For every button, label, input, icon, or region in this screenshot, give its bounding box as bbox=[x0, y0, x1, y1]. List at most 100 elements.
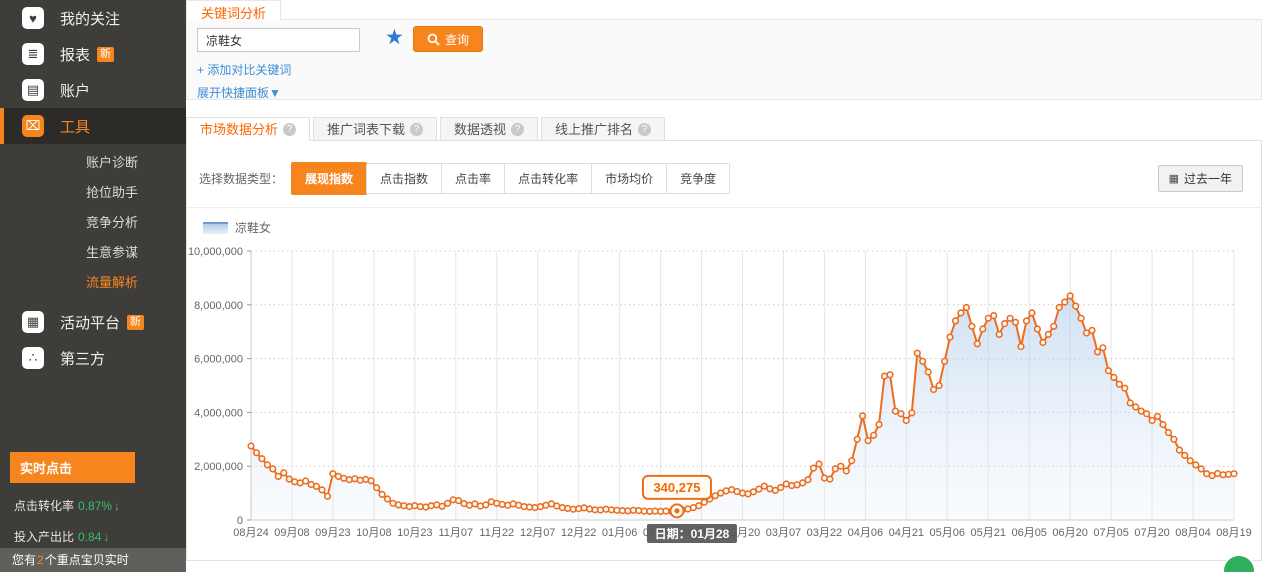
sidebar-tool-subitems: 账户诊断抢位助手竞争分析生意参谋流量解析 bbox=[0, 144, 186, 304]
gift-icon: ▦ bbox=[22, 311, 44, 333]
data-type-row: 选择数据类型： 展现指数 点击指数 点击率 点击转化率 市场均价 竞争度 bbox=[199, 162, 731, 195]
svg-text:08月24: 08月24 bbox=[233, 527, 268, 539]
sidebar-subitem-3[interactable]: 生意参谋 bbox=[86, 245, 139, 260]
help-question-icon[interactable]: ? bbox=[283, 122, 297, 136]
sidebar-item-1[interactable]: ≣ 报表新 bbox=[0, 36, 186, 72]
data-type-button-3[interactable]: 点击转化率 bbox=[504, 164, 592, 193]
metric-label: 投入产出比 bbox=[14, 530, 75, 544]
sidebar-item-4[interactable]: ▦ 活动平台新 bbox=[0, 304, 186, 340]
data-type-button-0[interactable]: 展现指数 bbox=[291, 162, 368, 195]
help-question-icon[interactable]: ? bbox=[638, 122, 652, 136]
sidebar-item-label: 我的关注 bbox=[60, 10, 121, 28]
analysis-panel: 选择数据类型： 展现指数 点击指数 点击率 点击转化率 市场均价 竞争度 ▦ 过去一年 凉… bbox=[186, 140, 1262, 561]
svg-text:日期：01月28: 日期：01月28 bbox=[655, 526, 730, 541]
svg-text:07月20: 07月20 bbox=[1134, 527, 1169, 539]
svg-text:04月06: 04月06 bbox=[848, 527, 883, 539]
help-question-icon[interactable]: ? bbox=[511, 122, 525, 136]
add-compare-keyword-link[interactable]: + 添加对比关键词 bbox=[197, 63, 292, 77]
query-button-label: 查询 bbox=[445, 32, 470, 47]
search-icon bbox=[427, 33, 440, 46]
tab-1-inactive[interactable]: 推广词表下载? bbox=[313, 117, 438, 141]
svg-text:06月05: 06月05 bbox=[1011, 527, 1046, 539]
realtime-metrics: 点击转化率 0.87% ↓ 投入产出比 0.84 ↓ bbox=[10, 497, 178, 545]
realtime-box-title: 实时点击 bbox=[10, 452, 135, 483]
tab-label: 线上推广排名 bbox=[555, 121, 634, 137]
data-type-label: 选择数据类型： bbox=[199, 172, 284, 186]
svg-text:04月21: 04月21 bbox=[889, 527, 924, 539]
new-badge: 新 bbox=[127, 314, 145, 330]
market-trend-chart[interactable]: 0 2,000,000 4,000,000 6,000,000 8,000,000 10,… bbox=[187, 243, 1257, 555]
sidebar-item-label: 工具 bbox=[60, 118, 91, 136]
sidebar: ♥ 我的关注 ≣ 报表新 ▤ 账户 ⌧ 工具 账户诊断抢位助手竞争分析生意参谋流量解析 ▦ 活动… bbox=[0, 0, 186, 572]
sidebar-subitem-2[interactable]: 竞争分析 bbox=[86, 215, 139, 230]
data-type-button-1[interactable]: 点击指数 bbox=[366, 164, 442, 193]
tab-label: 市场数据分析 bbox=[200, 121, 279, 137]
sidebar-item-2[interactable]: ▤ 账户 bbox=[0, 72, 186, 108]
svg-text:340,275: 340,275 bbox=[653, 480, 700, 495]
svg-text:09月23: 09月23 bbox=[315, 527, 350, 539]
chart-legend: 凉鞋女 bbox=[203, 219, 271, 236]
metric-value: 0.84 bbox=[78, 530, 102, 544]
svg-text:03月22: 03月22 bbox=[807, 527, 842, 539]
notice-count: 2 bbox=[37, 553, 44, 567]
svg-text:8,000,000: 8,000,000 bbox=[194, 300, 243, 312]
sidebar-item-3[interactable]: ⌧ 工具 bbox=[0, 108, 186, 144]
tab-0-active[interactable]: 市场数据分析? bbox=[186, 117, 311, 141]
svg-text:05月06: 05月06 bbox=[930, 527, 965, 539]
data-type-button-2[interactable]: 点击率 bbox=[441, 164, 505, 193]
report-icon: ≣ bbox=[22, 43, 44, 65]
tab-3-inactive[interactable]: 线上推广排名? bbox=[541, 117, 666, 141]
keyword-input[interactable] bbox=[197, 28, 360, 52]
svg-text:11月07: 11月07 bbox=[438, 527, 473, 539]
svg-text:10,000,000: 10,000,000 bbox=[188, 246, 243, 258]
svg-text:07月05: 07月05 bbox=[1093, 527, 1128, 539]
trend-down-icon: ↓ bbox=[103, 530, 110, 544]
svg-text:03月07: 03月07 bbox=[766, 527, 801, 539]
tab-2-inactive[interactable]: 数据透视? bbox=[440, 117, 539, 141]
svg-text:08月04: 08月04 bbox=[1175, 527, 1210, 539]
calendar-icon: ▦ bbox=[1168, 173, 1179, 185]
notice-prefix: 您有 bbox=[12, 553, 37, 567]
heart-icon: ♥ bbox=[22, 7, 44, 29]
legend-label: 凉鞋女 bbox=[235, 221, 272, 235]
sidebar-item-5[interactable]: ∴ 第三方 bbox=[0, 340, 186, 376]
analysis-tabs: 市场数据分析? 推广词表下载? 数据透视? 线上推广排名? bbox=[186, 117, 668, 141]
briefcase-icon: ⌧ bbox=[22, 115, 44, 137]
sidebar-item-label: 第三方 bbox=[60, 350, 106, 368]
third-party-icon: ∴ bbox=[22, 347, 44, 369]
tab-label: 数据透视 bbox=[454, 121, 507, 137]
realtime-notice: 您有2个重点宝贝实时 bbox=[0, 548, 186, 572]
svg-text:01月06: 01月06 bbox=[602, 527, 637, 539]
svg-text:10月08: 10月08 bbox=[356, 527, 391, 539]
data-type-button-4[interactable]: 市场均价 bbox=[591, 164, 667, 193]
sidebar-subitem-1[interactable]: 抢位助手 bbox=[86, 185, 139, 200]
svg-text:10月23: 10月23 bbox=[397, 527, 432, 539]
svg-text:08月19: 08月19 bbox=[1216, 527, 1251, 539]
svg-text:6,000,000: 6,000,000 bbox=[194, 354, 243, 366]
trend-down-icon: ↓ bbox=[114, 499, 121, 513]
date-range-button[interactable]: ▦ 过去一年 bbox=[1157, 165, 1243, 192]
tab-keyword-analysis[interactable]: 关键词分析 bbox=[186, 0, 282, 21]
favorite-star-icon[interactable]: ★ bbox=[385, 26, 404, 49]
sidebar-subitem-0[interactable]: 账户诊断 bbox=[86, 155, 139, 170]
metric-label: 点击转化率 bbox=[14, 499, 75, 513]
sidebar-item-label: 活动平台 bbox=[60, 314, 121, 332]
query-button[interactable]: 查询 bbox=[413, 26, 484, 52]
data-type-button-5[interactable]: 竞争度 bbox=[666, 164, 730, 193]
svg-text:09月08: 09月08 bbox=[274, 527, 309, 539]
svg-text:0: 0 bbox=[237, 515, 243, 527]
svg-text:12月07: 12月07 bbox=[520, 527, 555, 539]
new-badge: 新 bbox=[97, 46, 115, 62]
svg-text:06月20: 06月20 bbox=[1052, 527, 1087, 539]
legend-swatch-icon bbox=[203, 221, 228, 234]
sidebar-subitem-4[interactable]: 流量解析 bbox=[86, 275, 139, 290]
notice-suffix: 个重点宝贝实时 bbox=[44, 553, 129, 567]
metric-value: 0.87% bbox=[78, 499, 113, 513]
help-question-icon[interactable]: ? bbox=[410, 122, 424, 136]
svg-text:4,000,000: 4,000,000 bbox=[194, 407, 243, 419]
sidebar-item-0[interactable]: ♥ 我的关注 bbox=[0, 0, 186, 36]
realtime-metric-1: 投入产出比 0.84 ↓ bbox=[14, 528, 178, 545]
sidebar-item-label: 账户 bbox=[60, 82, 91, 100]
expand-quick-panel-link[interactable]: 展开快捷面板▼ bbox=[197, 86, 281, 100]
